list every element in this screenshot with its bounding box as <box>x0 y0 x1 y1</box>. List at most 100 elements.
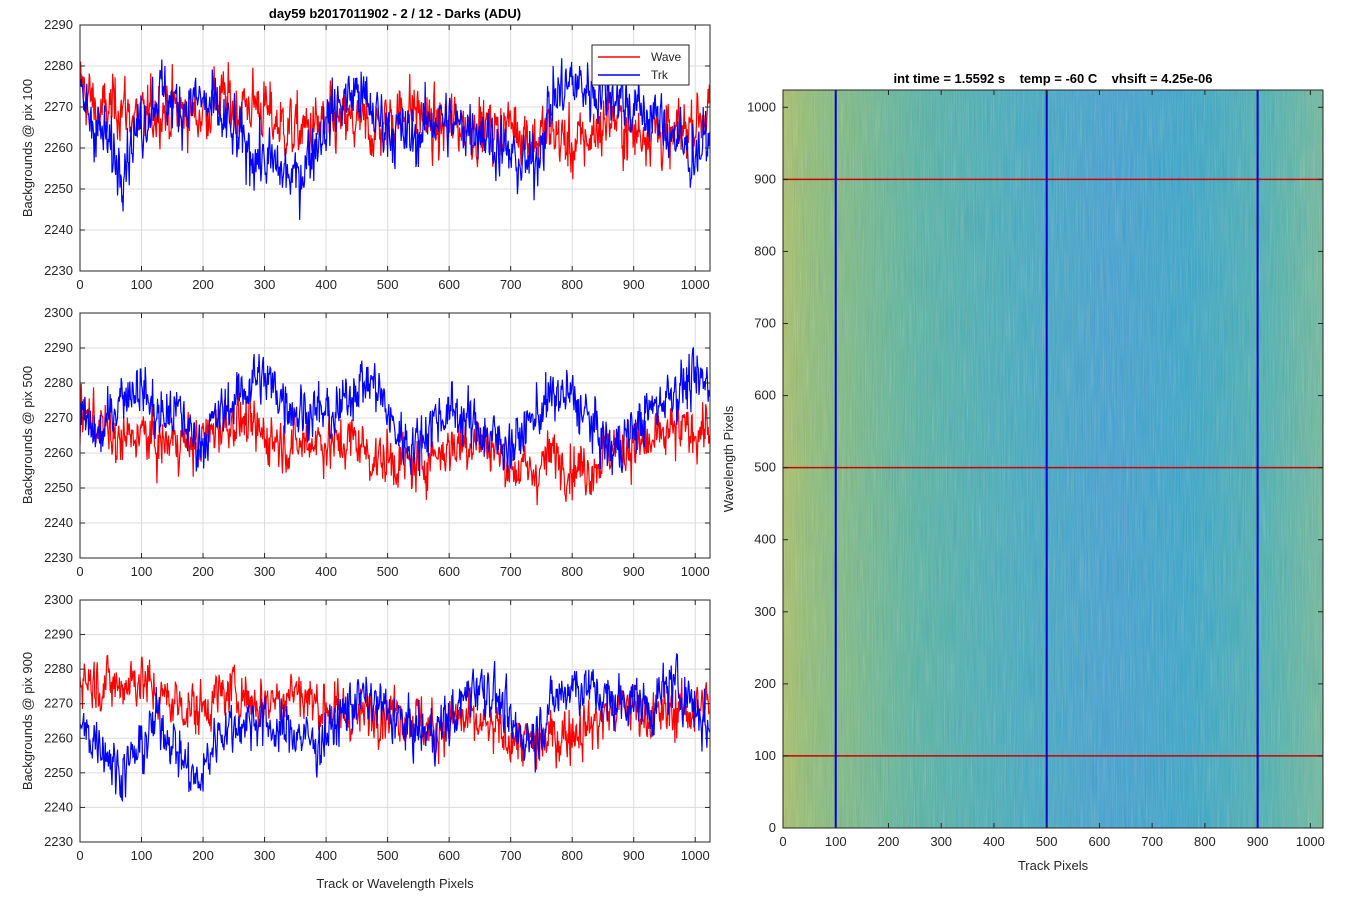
x-tick-label: 600 <box>438 277 460 292</box>
y-tick-label: 2280 <box>44 58 73 73</box>
y-tick-labels: 2230 2240 2250 2260 2270 2280 2290 <box>44 17 710 278</box>
y-tick-label: 2240 <box>44 222 73 237</box>
y-tick-label: 2270 <box>44 99 73 114</box>
x-tick-labels: 0 100 200 300 400 500 600 700 800 900 1000 <box>76 313 710 579</box>
x-tick-labels: 0 100 200 300 400 500 600 700 800 900 1000 <box>76 600 710 863</box>
y-tick-label: 2300 <box>44 592 73 607</box>
y-tick-label: 2250 <box>44 480 73 495</box>
x-tick-label: 800 <box>561 848 583 863</box>
series-group <box>80 652 710 803</box>
line-panel-pix-500: 0 100 200 300 400 500 600 700 800 900 1000 2230 224… <box>20 305 711 579</box>
y-tick-label: 2250 <box>44 181 73 196</box>
y-tick-label: 2240 <box>44 799 73 814</box>
x-tick-label: 500 <box>377 564 399 579</box>
x-tick-label: 800 <box>561 564 583 579</box>
series-line-trk <box>80 347 710 477</box>
y-tick-label: 200 <box>754 676 776 691</box>
y-tick-labels: 0 100 200 300 400 500 600 700 800 900 1000 <box>747 99 1323 835</box>
y-tick-label: 2230 <box>44 834 73 849</box>
heatmap-title: int time = 1.5592 s temp = -60 C vhsift … <box>893 71 1212 86</box>
x-tick-label: 600 <box>438 848 460 863</box>
y-tick-label: 2230 <box>44 550 73 565</box>
x-tick-label: 300 <box>254 848 276 863</box>
x-tick-label: 500 <box>377 277 399 292</box>
overlay-lines <box>783 90 1323 828</box>
x-tick-label: 200 <box>192 564 214 579</box>
x-tick-label: 900 <box>623 848 645 863</box>
x-tick-label: 700 <box>500 564 522 579</box>
x-tick-label: 300 <box>254 277 276 292</box>
x-tick-label: 300 <box>930 834 952 849</box>
x-tick-label: 700 <box>500 848 522 863</box>
y-tick-label: 600 <box>754 388 776 403</box>
y-tick-label: 100 <box>754 748 776 763</box>
heatmap-panel: int time = 1.5592 s temp = -60 C vhsift … <box>721 71 1325 873</box>
x-tick-label: 100 <box>825 834 847 849</box>
axes-box <box>79 599 711 843</box>
y-tick-label: 2240 <box>44 515 73 530</box>
x-tick-label: 700 <box>1141 834 1163 849</box>
x-tick-label: 200 <box>192 848 214 863</box>
x-tick-labels: 0 100 200 300 400 500 600 700 800 900 1000 <box>779 90 1325 849</box>
y-tick-label: 2290 <box>44 17 73 32</box>
axes-box <box>782 89 1324 829</box>
y-tick-label: 2290 <box>44 627 73 642</box>
y-tick-labels: 2230 2240 2250 2260 2270 2280 2290 2300 <box>44 305 710 565</box>
y-axis-label: Wavelength Pixels <box>721 405 736 512</box>
x-tick-label: 800 <box>1194 834 1216 849</box>
y-tick-label: 2260 <box>44 445 73 460</box>
y-tick-label: 300 <box>754 604 776 619</box>
x-tick-label: 400 <box>983 834 1005 849</box>
x-tick-label: 700 <box>500 277 522 292</box>
y-axis-label: Backgrounds @ pix 100 <box>20 79 35 217</box>
x-tick-label: 0 <box>76 564 83 579</box>
y-tick-label: 2260 <box>44 140 73 155</box>
y-tick-label: 900 <box>754 171 776 186</box>
axes-box <box>79 312 711 559</box>
y-tick-label: 2290 <box>44 340 73 355</box>
x-tick-label: 100 <box>131 277 153 292</box>
x-tick-label: 100 <box>131 564 153 579</box>
legend-trk-label: Trk <box>651 68 669 82</box>
y-tick-label: 2260 <box>44 730 73 745</box>
y-tick-label: 1000 <box>747 99 776 114</box>
x-tick-label: 0 <box>76 277 83 292</box>
y-tick-label: 700 <box>754 316 776 331</box>
x-tick-label: 1000 <box>681 848 710 863</box>
x-tick-label: 1000 <box>681 564 710 579</box>
x-tick-label: 900 <box>1247 834 1269 849</box>
y-tick-label: 2230 <box>44 263 73 278</box>
x-axis-label: Track Pixels <box>1018 858 1089 873</box>
x-axis-label: Track or Wavelength Pixels <box>316 876 474 891</box>
x-tick-label: 0 <box>76 848 83 863</box>
x-tick-label: 300 <box>254 564 276 579</box>
y-tick-label: 2280 <box>44 661 73 676</box>
y-tick-label: 0 <box>769 820 776 835</box>
x-tick-label: 200 <box>878 834 900 849</box>
x-tick-label: 400 <box>315 564 337 579</box>
y-tick-labels: 2230 2240 2250 2260 2270 2280 2290 2300 <box>44 592 710 849</box>
x-tick-label: 600 <box>1089 834 1111 849</box>
x-tick-label: 500 <box>1036 834 1058 849</box>
heatmap-noise <box>783 90 1323 828</box>
y-tick-label: 2300 <box>44 305 73 320</box>
x-tick-label: 1000 <box>1296 834 1325 849</box>
legend-wave-label: Wave <box>651 50 682 64</box>
series-line-wave <box>80 61 710 180</box>
y-tick-label: 500 <box>754 460 776 475</box>
x-tick-label: 900 <box>623 277 645 292</box>
x-tick-label: 600 <box>438 564 460 579</box>
line-panel-pix-100: 0 100 200 300 400 500 600 700 800 900 1000 2230 224… <box>20 17 711 292</box>
x-tick-label: 200 <box>192 277 214 292</box>
y-tick-label: 400 <box>754 532 776 547</box>
y-axis-label: Backgrounds @ pix 900 <box>20 652 35 790</box>
x-tick-label: 900 <box>623 564 645 579</box>
x-tick-labels: 0 100 200 300 400 500 600 700 800 900 1000 <box>76 25 710 292</box>
legend-box <box>591 44 690 86</box>
x-tick-label: 1000 <box>681 277 710 292</box>
x-tick-label: 400 <box>315 848 337 863</box>
y-tick-label: 2280 <box>44 375 73 390</box>
x-tick-label: 100 <box>131 848 153 863</box>
x-tick-label: 800 <box>561 277 583 292</box>
y-tick-label: 800 <box>754 243 776 258</box>
